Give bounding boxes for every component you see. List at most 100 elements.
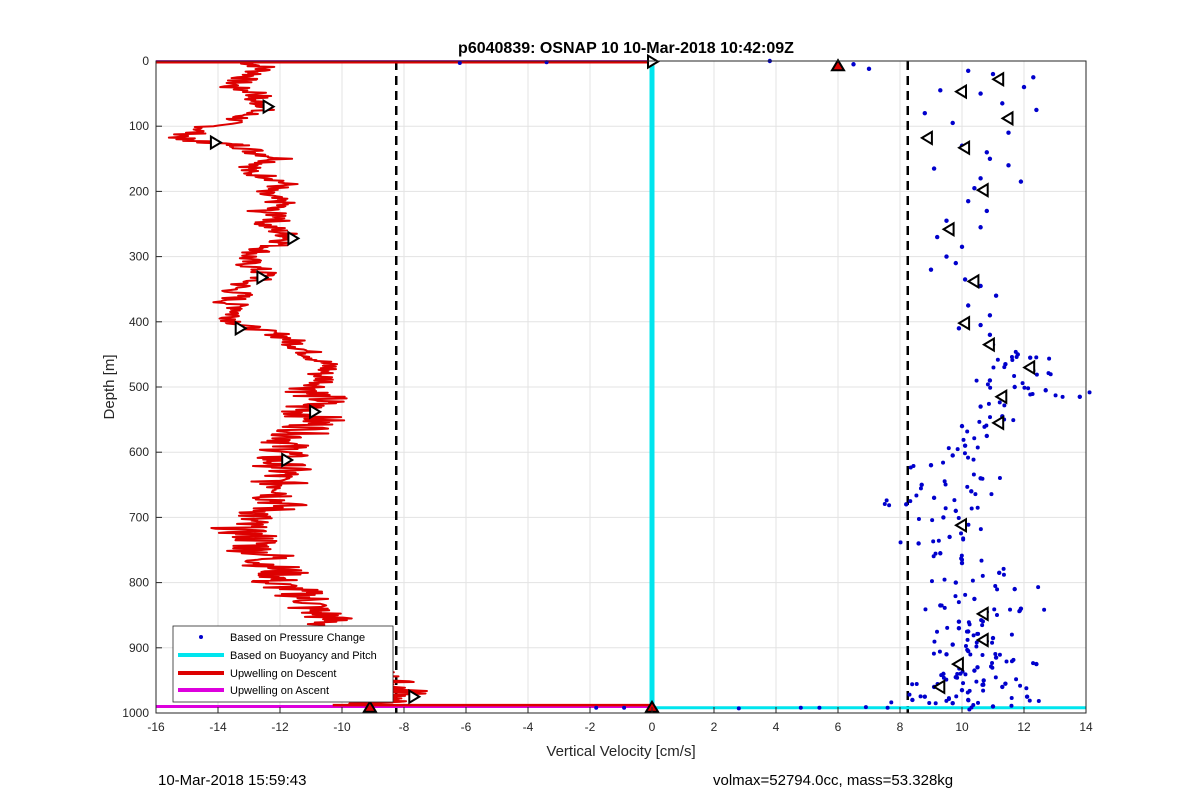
pressure-point xyxy=(975,631,980,636)
y-tick-label: 100 xyxy=(129,119,149,133)
triangle-marker xyxy=(991,71,1005,88)
pressure-point xyxy=(962,443,968,448)
pressure-point xyxy=(939,603,944,608)
pressure-point xyxy=(987,156,993,161)
y-axis-label: Depth [m] xyxy=(101,354,118,419)
x-tick-label: 8 xyxy=(897,720,904,734)
y-tick-label: 600 xyxy=(129,445,149,459)
pressure-point xyxy=(942,577,947,582)
pressure-point xyxy=(1036,699,1041,704)
triangle-marker xyxy=(281,452,295,468)
x-tick-label: -16 xyxy=(147,720,165,734)
pressure-point xyxy=(993,583,998,588)
y-tick-label: 700 xyxy=(129,510,149,524)
pressure-point xyxy=(990,635,996,641)
pressure-point xyxy=(997,475,1002,480)
triangle-marker xyxy=(957,139,971,156)
pressure-point xyxy=(963,644,968,649)
pressure-point xyxy=(980,573,985,578)
pressure-point xyxy=(959,560,965,566)
pressure-point xyxy=(1031,75,1036,80)
pressure-point xyxy=(911,463,916,468)
pressure-point xyxy=(1024,686,1029,691)
triangle-marker xyxy=(262,98,276,115)
pressure-point xyxy=(971,457,976,462)
x-tick-label: 0 xyxy=(649,720,656,734)
pressure-point xyxy=(622,705,627,710)
pressure-point xyxy=(918,486,923,491)
triangle-marker xyxy=(309,404,323,420)
pressure-point xyxy=(1009,632,1014,637)
pressure-point xyxy=(956,619,962,624)
pressure-point xyxy=(1001,566,1006,571)
pressure-point xyxy=(961,681,966,686)
pressure-point xyxy=(928,267,934,272)
pressure-point xyxy=(972,185,977,191)
pressure-point xyxy=(885,705,890,710)
pressure-point xyxy=(1026,386,1031,391)
pressure-point xyxy=(938,551,943,556)
pressure-point xyxy=(923,607,928,612)
pressure-point xyxy=(981,682,986,687)
pressure-point xyxy=(1012,586,1017,592)
pressure-point xyxy=(947,534,952,540)
triangle-marker xyxy=(919,130,933,146)
pressure-point xyxy=(1017,608,1022,613)
pressure-point xyxy=(941,675,946,680)
pressure-point xyxy=(930,518,935,523)
pressure-point xyxy=(980,476,985,481)
pressure-point xyxy=(972,596,977,602)
y-tick-label: 500 xyxy=(129,380,149,394)
pressure-point xyxy=(1006,130,1011,135)
pressure-point xyxy=(1022,385,1027,390)
pressure-point xyxy=(984,208,989,214)
pressure-point xyxy=(966,198,971,204)
pressure-point xyxy=(966,455,971,460)
pressure-point xyxy=(798,705,803,710)
pressure-point xyxy=(1027,698,1032,703)
pressure-point xyxy=(908,499,913,504)
triangle-marker xyxy=(975,606,989,622)
pressure-point xyxy=(935,234,940,240)
y-tick-label: 800 xyxy=(129,576,149,590)
pressure-point xyxy=(971,472,976,477)
pressure-point xyxy=(988,415,993,420)
pressure-point xyxy=(986,401,991,406)
pressure-point xyxy=(988,385,993,390)
pressure-point xyxy=(937,649,942,654)
pressure-point xyxy=(1047,356,1052,361)
pressure-point xyxy=(976,700,981,705)
pressure-point xyxy=(941,460,946,465)
pressure-point xyxy=(953,580,958,585)
pressure-point xyxy=(1000,684,1005,690)
pressure-point xyxy=(990,640,995,645)
x-tick-label: 12 xyxy=(1017,720,1031,734)
pressure-point xyxy=(904,502,909,507)
pressure-point xyxy=(963,592,968,597)
y-tick-label: 300 xyxy=(129,250,149,264)
triangle-marker xyxy=(234,320,248,337)
pressure-point xyxy=(944,254,949,259)
pressure-point xyxy=(967,688,972,693)
pressure-point xyxy=(910,697,915,703)
pressure-point xyxy=(975,665,980,670)
pressure-point xyxy=(1043,388,1048,393)
pressure-point xyxy=(990,704,996,709)
pressure-point xyxy=(984,433,989,439)
pressure-point xyxy=(975,445,980,450)
pressure-point xyxy=(954,694,959,699)
triangle-marker xyxy=(954,83,967,100)
triangle-marker xyxy=(209,134,223,151)
triangle-marker xyxy=(256,269,270,286)
legend-swatch-pressure xyxy=(199,635,203,639)
pressure-point xyxy=(956,326,962,331)
pressure-point xyxy=(950,120,955,126)
y-tick-label: 400 xyxy=(129,315,149,329)
triangle-marker xyxy=(1022,359,1036,376)
pressure-point xyxy=(933,701,938,706)
pressure-point xyxy=(1021,84,1027,90)
pressure-point xyxy=(950,453,955,458)
pressure-point xyxy=(1060,394,1065,399)
pressure-point xyxy=(953,674,958,680)
pressure-point xyxy=(1042,607,1047,612)
